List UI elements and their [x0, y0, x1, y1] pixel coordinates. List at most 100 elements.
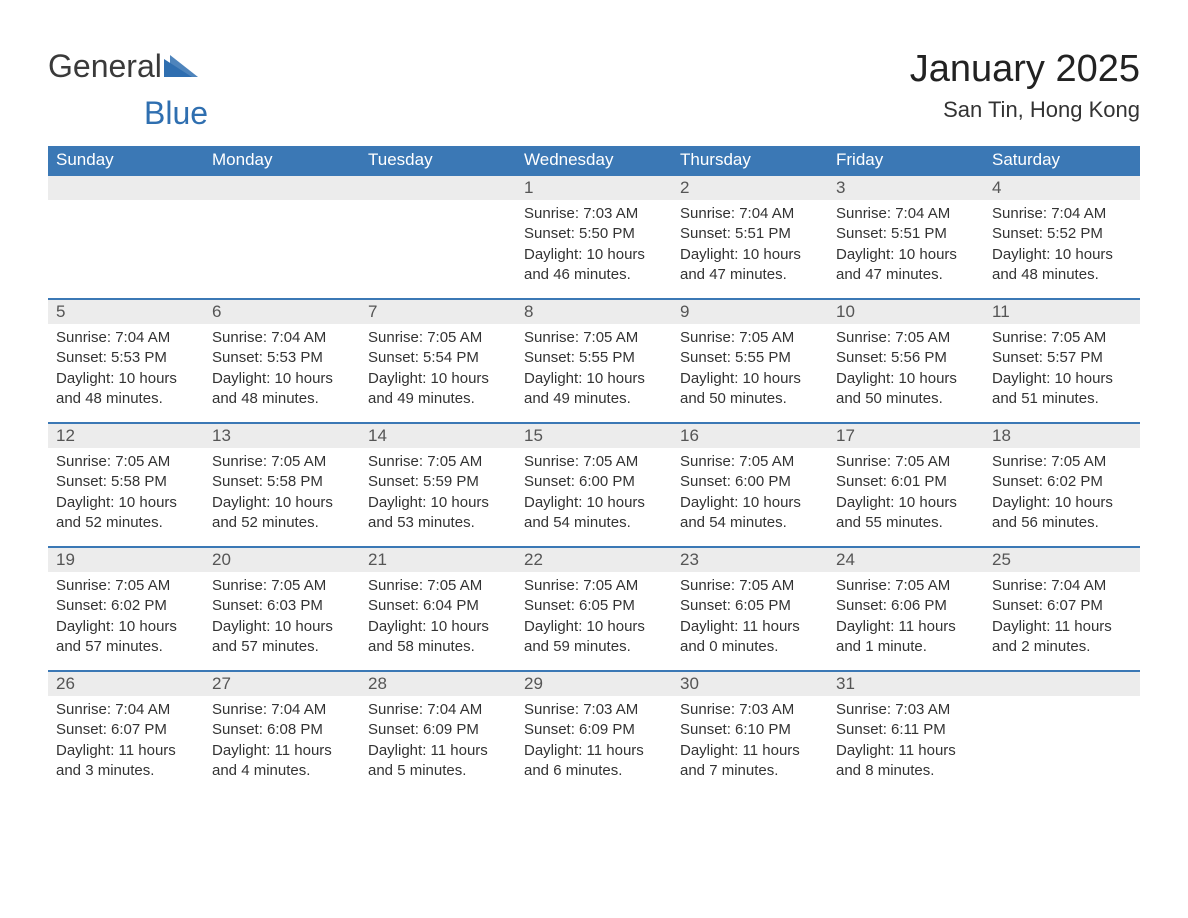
calendar-day-cell: 8Sunrise: 7:05 AMSunset: 5:55 PMDaylight…: [516, 298, 672, 422]
calendar-body: 1Sunrise: 7:03 AMSunset: 5:50 PMDaylight…: [48, 174, 1140, 794]
calendar-day-cell: 18Sunrise: 7:05 AMSunset: 6:02 PMDayligh…: [984, 422, 1140, 546]
daylight-line: Daylight: 11 hours and 8 minutes.: [836, 741, 976, 782]
day-number: 25: [984, 546, 1140, 572]
weekday-header: Tuesday: [360, 146, 516, 174]
calendar-day-cell: [204, 174, 360, 298]
daylight-line: Daylight: 10 hours and 52 minutes.: [56, 493, 196, 534]
daylight-line: Daylight: 10 hours and 48 minutes.: [992, 245, 1132, 286]
day-content: Sunrise: 7:05 AMSunset: 5:58 PMDaylight:…: [48, 448, 204, 543]
day-number: 21: [360, 546, 516, 572]
day-number: 3: [828, 174, 984, 200]
day-number: 18: [984, 422, 1140, 448]
calendar-day-cell: [984, 670, 1140, 794]
day-content: Sunrise: 7:05 AMSunset: 6:00 PMDaylight:…: [516, 448, 672, 543]
day-number: 2: [672, 174, 828, 200]
day-content: Sunrise: 7:03 AMSunset: 6:09 PMDaylight:…: [516, 696, 672, 791]
brand-word2: Blue: [144, 95, 208, 132]
daylight-line: Daylight: 10 hours and 59 minutes.: [524, 617, 664, 658]
calendar-day-cell: 23Sunrise: 7:05 AMSunset: 6:05 PMDayligh…: [672, 546, 828, 670]
month-title: January 2025: [910, 48, 1140, 91]
sunrise-line: Sunrise: 7:05 AM: [368, 328, 508, 348]
day-content: Sunrise: 7:05 AMSunset: 6:04 PMDaylight:…: [360, 572, 516, 667]
calendar-day-cell: 31Sunrise: 7:03 AMSunset: 6:11 PMDayligh…: [828, 670, 984, 794]
day-content: Sunrise: 7:05 AMSunset: 6:05 PMDaylight:…: [672, 572, 828, 667]
daylight-line: Daylight: 10 hours and 53 minutes.: [368, 493, 508, 534]
daylight-line: Daylight: 11 hours and 6 minutes.: [524, 741, 664, 782]
day-content: Sunrise: 7:04 AMSunset: 5:53 PMDaylight:…: [204, 324, 360, 419]
calendar-week-row: 5Sunrise: 7:04 AMSunset: 5:53 PMDaylight…: [48, 298, 1140, 422]
day-number: [204, 174, 360, 200]
sunrise-line: Sunrise: 7:04 AM: [56, 700, 196, 720]
location: San Tin, Hong Kong: [910, 97, 1140, 123]
sunset-line: Sunset: 6:05 PM: [524, 596, 664, 616]
daylight-line: Daylight: 11 hours and 4 minutes.: [212, 741, 352, 782]
day-content: Sunrise: 7:05 AMSunset: 6:01 PMDaylight:…: [828, 448, 984, 543]
daylight-line: Daylight: 10 hours and 49 minutes.: [524, 369, 664, 410]
sunrise-line: Sunrise: 7:05 AM: [524, 452, 664, 472]
sunset-line: Sunset: 5:51 PM: [680, 224, 820, 244]
day-content: Sunrise: 7:04 AMSunset: 6:08 PMDaylight:…: [204, 696, 360, 791]
day-content: Sunrise: 7:05 AMSunset: 5:57 PMDaylight:…: [984, 324, 1140, 419]
day-content: Sunrise: 7:04 AMSunset: 6:07 PMDaylight:…: [48, 696, 204, 791]
sunrise-line: Sunrise: 7:03 AM: [524, 204, 664, 224]
day-number: 28: [360, 670, 516, 696]
day-number: 15: [516, 422, 672, 448]
day-number: 14: [360, 422, 516, 448]
day-number: 31: [828, 670, 984, 696]
sunset-line: Sunset: 5:53 PM: [212, 348, 352, 368]
sunset-line: Sunset: 6:05 PM: [680, 596, 820, 616]
daylight-line: Daylight: 10 hours and 48 minutes.: [212, 369, 352, 410]
daylight-line: Daylight: 10 hours and 52 minutes.: [212, 493, 352, 534]
day-number: 5: [48, 298, 204, 324]
calendar-day-cell: 20Sunrise: 7:05 AMSunset: 6:03 PMDayligh…: [204, 546, 360, 670]
sunset-line: Sunset: 5:56 PM: [836, 348, 976, 368]
sunset-line: Sunset: 5:51 PM: [836, 224, 976, 244]
day-content: Sunrise: 7:04 AMSunset: 5:51 PMDaylight:…: [828, 200, 984, 295]
sunset-line: Sunset: 5:59 PM: [368, 472, 508, 492]
sunrise-line: Sunrise: 7:05 AM: [524, 328, 664, 348]
day-number: [360, 174, 516, 200]
day-content: Sunrise: 7:05 AMSunset: 6:02 PMDaylight:…: [984, 448, 1140, 543]
day-content: Sunrise: 7:05 AMSunset: 6:06 PMDaylight:…: [828, 572, 984, 667]
day-content: Sunrise: 7:05 AMSunset: 5:56 PMDaylight:…: [828, 324, 984, 419]
daylight-line: Daylight: 11 hours and 1 minute.: [836, 617, 976, 658]
day-number: 1: [516, 174, 672, 200]
day-content: Sunrise: 7:04 AMSunset: 5:52 PMDaylight:…: [984, 200, 1140, 295]
day-content: Sunrise: 7:05 AMSunset: 5:55 PMDaylight:…: [672, 324, 828, 419]
sunset-line: Sunset: 6:10 PM: [680, 720, 820, 740]
day-content: Sunrise: 7:04 AMSunset: 6:07 PMDaylight:…: [984, 572, 1140, 667]
sunrise-line: Sunrise: 7:03 AM: [680, 700, 820, 720]
daylight-line: Daylight: 10 hours and 55 minutes.: [836, 493, 976, 534]
day-content: Sunrise: 7:05 AMSunset: 5:58 PMDaylight:…: [204, 448, 360, 543]
calendar-day-cell: 28Sunrise: 7:04 AMSunset: 6:09 PMDayligh…: [360, 670, 516, 794]
sunrise-line: Sunrise: 7:05 AM: [680, 452, 820, 472]
sunset-line: Sunset: 6:08 PM: [212, 720, 352, 740]
sunset-line: Sunset: 6:00 PM: [524, 472, 664, 492]
sunset-line: Sunset: 6:07 PM: [56, 720, 196, 740]
sunrise-line: Sunrise: 7:03 AM: [524, 700, 664, 720]
sunset-line: Sunset: 6:02 PM: [56, 596, 196, 616]
daylight-line: Daylight: 10 hours and 47 minutes.: [680, 245, 820, 286]
flag-icon: [164, 55, 198, 79]
day-number: 19: [48, 546, 204, 572]
day-number: 7: [360, 298, 516, 324]
sunrise-line: Sunrise: 7:04 AM: [368, 700, 508, 720]
calendar-day-cell: 14Sunrise: 7:05 AMSunset: 5:59 PMDayligh…: [360, 422, 516, 546]
day-number: 12: [48, 422, 204, 448]
day-number: 10: [828, 298, 984, 324]
sunset-line: Sunset: 6:06 PM: [836, 596, 976, 616]
sunset-line: Sunset: 6:07 PM: [992, 596, 1132, 616]
sunrise-line: Sunrise: 7:05 AM: [992, 328, 1132, 348]
daylight-line: Daylight: 11 hours and 2 minutes.: [992, 617, 1132, 658]
sunrise-line: Sunrise: 7:05 AM: [836, 452, 976, 472]
calendar-day-cell: 7Sunrise: 7:05 AMSunset: 5:54 PMDaylight…: [360, 298, 516, 422]
calendar-day-cell: 17Sunrise: 7:05 AMSunset: 6:01 PMDayligh…: [828, 422, 984, 546]
day-content: Sunrise: 7:03 AMSunset: 6:11 PMDaylight:…: [828, 696, 984, 791]
calendar-day-cell: [48, 174, 204, 298]
sunrise-line: Sunrise: 7:05 AM: [212, 576, 352, 596]
calendar-day-cell: 12Sunrise: 7:05 AMSunset: 5:58 PMDayligh…: [48, 422, 204, 546]
weekday-header: Saturday: [984, 146, 1140, 174]
daylight-line: Daylight: 10 hours and 58 minutes.: [368, 617, 508, 658]
sunrise-line: Sunrise: 7:05 AM: [212, 452, 352, 472]
calendar-day-cell: 19Sunrise: 7:05 AMSunset: 6:02 PMDayligh…: [48, 546, 204, 670]
